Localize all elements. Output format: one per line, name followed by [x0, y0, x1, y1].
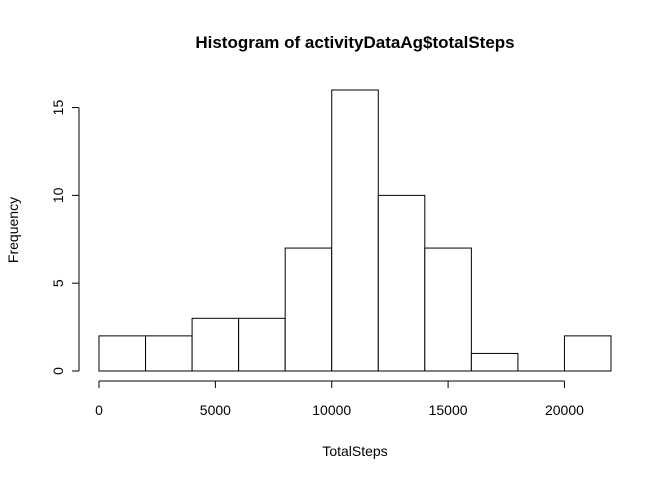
histogram-bar	[470, 352, 519, 372]
x-tick-label: 0	[95, 402, 103, 418]
x-tick-label: 20000	[545, 402, 584, 418]
y-tick-label: 15	[50, 100, 66, 116]
y-axis: 0 5 10 15	[50, 100, 80, 375]
x-tick-label: 15000	[429, 402, 468, 418]
y-axis-label: Frequency	[5, 197, 21, 263]
x-tick-label: 5000	[200, 402, 231, 418]
bars-group	[98, 89, 612, 372]
x-axis: 0 5000 10000 15000 20000	[95, 380, 584, 418]
y-tick-label: 5	[50, 279, 66, 287]
histogram-bar	[331, 89, 379, 372]
histogram-bar	[238, 317, 286, 372]
histogram-bar	[98, 335, 147, 372]
histogram-bar	[284, 247, 333, 372]
chart-title: Histogram of activityDataAg$totalSteps	[195, 33, 514, 52]
y-tick-label: 10	[50, 187, 66, 203]
histogram-bar	[377, 194, 426, 372]
histogram-bar	[563, 335, 612, 372]
histogram-bar	[424, 247, 472, 372]
x-tick-label: 10000	[312, 402, 351, 418]
histogram-bar	[145, 335, 193, 372]
y-tick-label: 0	[50, 367, 66, 375]
histogram-bar	[191, 317, 240, 372]
x-axis-label: TotalSteps	[322, 443, 387, 459]
